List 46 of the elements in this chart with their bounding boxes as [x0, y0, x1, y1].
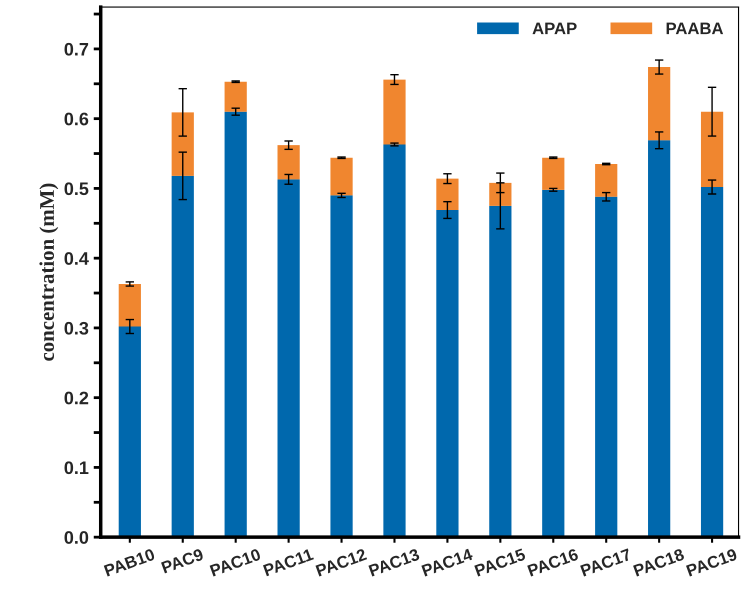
bar [436, 178, 459, 210]
bar [436, 210, 459, 538]
bar [595, 164, 618, 197]
x-tick-label: PAC11 [262, 548, 314, 576]
x-tick-label: PAC17 [580, 548, 632, 577]
bar [700, 112, 724, 188]
bar [224, 112, 247, 538]
y-tick-label: 0.6 [64, 112, 88, 126]
y-tick-label: 0.3 [64, 322, 88, 335]
x-tick-label: PAC16 [527, 548, 579, 577]
bar [118, 326, 141, 538]
bar [172, 112, 194, 176]
bar [542, 190, 564, 538]
bar [700, 187, 724, 538]
bar [648, 67, 670, 140]
bar [383, 80, 406, 144]
y-tick-label: 0.0 [64, 531, 88, 544]
y-tick-label: 0.5 [64, 182, 88, 196]
x-tick-label: PAC13 [368, 548, 420, 577]
bar [383, 144, 406, 538]
y-tick-label: 0.1 [64, 461, 88, 474]
x-tick-label: PAB10 [104, 548, 156, 577]
x-tick-label: PAC18 [633, 548, 685, 577]
bar [278, 179, 300, 538]
legend-label: PAABA [666, 22, 724, 34]
bar [224, 82, 247, 112]
y-tick-label: 0.4 [64, 252, 89, 265]
x-tick-label: PAC15 [474, 548, 526, 577]
y-tick-label: 0.7 [64, 42, 88, 56]
y-axis-title: concentration (mM) [39, 184, 58, 361]
x-tick-label: PAC9 [160, 548, 204, 574]
legend-label: APAP [532, 22, 577, 34]
bar [172, 176, 194, 538]
x-tick-label: PAC14 [421, 548, 474, 577]
bar [542, 158, 564, 190]
bar [330, 158, 353, 196]
bar [595, 196, 618, 538]
bar [118, 284, 141, 327]
y-tick-label: 0.2 [64, 392, 88, 404]
x-tick-label: PAC19 [686, 548, 738, 577]
bar [330, 195, 353, 538]
bar [278, 145, 300, 180]
x-tick-label: PAC12 [315, 548, 368, 577]
bar [648, 140, 670, 538]
bar [489, 206, 512, 538]
x-tick-label: PAC10 [210, 548, 262, 577]
